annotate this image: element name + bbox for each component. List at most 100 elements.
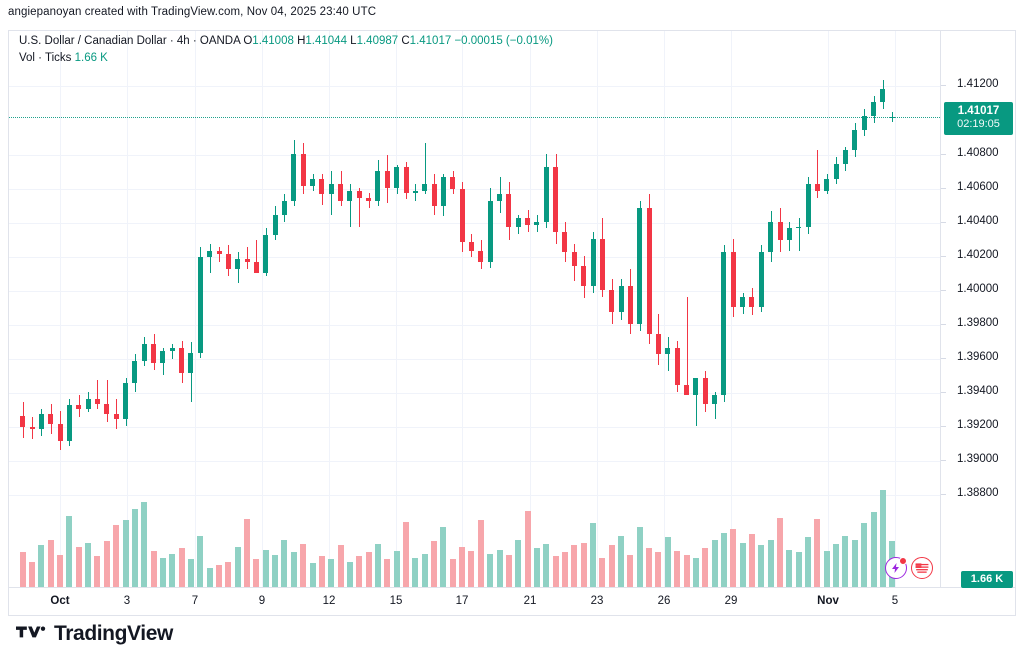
volume-bar <box>281 539 287 587</box>
volume-bar <box>272 555 278 587</box>
price-axis-tick <box>941 154 946 155</box>
volume-bar <box>749 534 755 587</box>
candle-body <box>749 296 754 307</box>
price-axis-label: 1.40800 <box>957 146 999 159</box>
volume-bar <box>66 516 72 587</box>
candle-body <box>703 378 708 404</box>
volume-bar <box>375 543 381 587</box>
volume-bar <box>94 556 100 587</box>
candle-body <box>48 413 53 425</box>
last-price-value: 1.41017 <box>957 104 1000 117</box>
candle-body <box>843 150 848 164</box>
candle-body <box>104 403 109 414</box>
volume-bar <box>506 555 512 587</box>
candle-wick <box>107 379 108 423</box>
price-axis[interactable]: 1.41200 1.40800 1.40600 1.40400 1.40200 1.400… <box>940 31 1015 588</box>
candle-body <box>30 426 35 430</box>
candle-wick <box>687 296 688 396</box>
candle-body <box>404 167 409 193</box>
volume-bar <box>394 550 400 587</box>
volume-bar <box>824 550 830 587</box>
volume-bar <box>422 553 428 587</box>
candle-body <box>160 350 165 363</box>
candle-body <box>170 347 175 351</box>
lightning-bolt-icon[interactable] <box>885 557 907 579</box>
volume-bar <box>450 559 456 587</box>
volume-value-badge[interactable]: 1.66 K <box>961 571 1013 588</box>
candle-body <box>450 177 455 190</box>
time-axis-label: Nov <box>817 595 839 607</box>
volume-bar <box>852 539 858 587</box>
price-axis-tick <box>941 426 946 427</box>
candle-body <box>544 167 549 222</box>
volume-bar <box>684 555 690 587</box>
candle-body <box>609 289 614 312</box>
price-axis-label: 1.39000 <box>957 452 999 465</box>
candle-body <box>880 88 885 103</box>
volume-bar <box>57 555 63 587</box>
candle-body <box>86 398 91 409</box>
us-flag-icon[interactable] <box>911 557 933 579</box>
price-axis-label: 1.40600 <box>957 180 999 193</box>
volume-bar <box>188 559 194 587</box>
candle-wick <box>817 150 818 198</box>
candle-body <box>488 201 493 263</box>
legend-symbol[interactable]: U.S. Dollar / Canadian Dollar · 4h · OAN… <box>19 35 241 47</box>
volume-bar <box>478 520 484 587</box>
price-axis-label: 1.38800 <box>957 486 999 499</box>
notification-dot-icon <box>899 557 907 565</box>
candle-body <box>347 190 352 202</box>
candle-body <box>787 228 792 241</box>
volume-bar <box>786 549 792 587</box>
candle-body <box>553 167 558 232</box>
volume-bar <box>85 542 91 587</box>
candle-wick <box>97 379 98 409</box>
volume-bar <box>263 549 269 587</box>
candle-body <box>319 179 324 195</box>
tradingview-footer: TradingView <box>16 622 173 646</box>
volume-bar <box>225 562 231 587</box>
attribution-text: angiepanoyan created with TradingView.co… <box>8 6 377 18</box>
gridline-horizontal <box>9 392 940 394</box>
gridline-vertical <box>127 31 128 587</box>
volume-bar <box>403 521 409 587</box>
candle-body <box>76 405 81 409</box>
candle-body <box>497 194 502 202</box>
gridline-vertical <box>597 31 598 587</box>
time-axis[interactable]: Oct 3 7 9 12 15 17 21 23 26 29 Nov 5 <box>8 588 1016 616</box>
candle-body <box>693 378 698 396</box>
last-price-badge[interactable]: 1.41017 02:19:05 <box>944 101 1013 135</box>
volume-bar <box>291 552 297 587</box>
legend-volume-row: Vol · Ticks 1.66 K <box>19 51 553 66</box>
candle-body <box>338 184 343 202</box>
time-axis-label: 3 <box>123 595 131 607</box>
candle-wick <box>256 240 257 273</box>
volume-bar <box>609 545 615 587</box>
volume-bar <box>366 552 372 587</box>
candle-body <box>731 252 736 307</box>
volume-bar <box>160 557 166 587</box>
volume-bar <box>721 532 727 587</box>
legend-low-value: 1.40987 <box>356 35 399 47</box>
gridline-vertical <box>530 31 531 587</box>
volume-bar <box>618 535 624 587</box>
candle-body <box>871 102 876 117</box>
chart-pane[interactable] <box>9 31 940 587</box>
time-axis-label: 26 <box>657 595 671 607</box>
candle-body <box>600 238 605 290</box>
legend-open-value: 1.41008 <box>252 35 294 47</box>
tradingview-logo-icon <box>16 626 46 638</box>
legend-volume-title[interactable]: Vol · Ticks <box>19 52 72 64</box>
candle-body <box>815 184 820 191</box>
volume-bar <box>712 539 718 587</box>
gridline-vertical <box>828 31 829 587</box>
candle-body <box>58 424 63 442</box>
candle-body <box>385 170 390 188</box>
volume-bar <box>571 545 577 587</box>
volume-bar <box>814 518 820 587</box>
volume-bar <box>235 546 241 587</box>
candle-wick <box>359 187 360 227</box>
volume-bar <box>123 520 129 587</box>
candle-wick <box>715 391 716 420</box>
candle-body <box>20 415 25 427</box>
